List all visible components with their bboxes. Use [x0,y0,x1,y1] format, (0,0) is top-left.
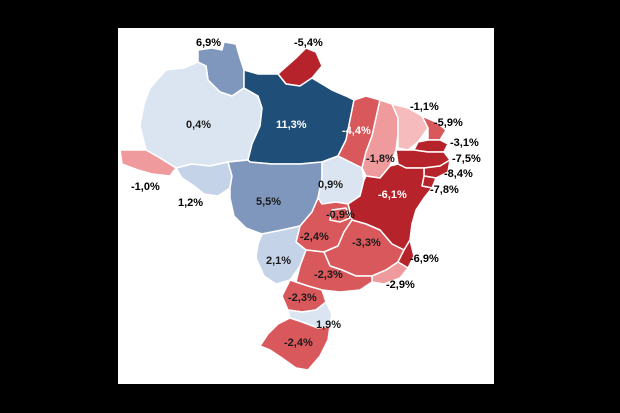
label-minas-gerais: -3,3% [352,237,381,249]
label-sergipe: -7,8% [430,184,459,196]
label-alagoas: -8,4% [444,168,473,180]
region-mato-grosso-do-sul [255,225,307,285]
label-parana: -2,3% [288,292,317,304]
label-santa-catarina: 1,9% [316,319,341,331]
region-distrito-federal [329,207,351,223]
label-mato-grosso-do-sul: 2,1% [266,255,291,267]
label-espirito-santo: -6,9% [410,253,439,265]
label-pernambuco: -7,5% [452,153,481,165]
label-rio-grande-do-sul: -2,4% [284,337,313,349]
label-para: 11,3% [276,119,307,131]
label-tocantins: 0,9% [318,179,343,191]
label-rio-grande-do-norte: -5,9% [434,117,463,129]
label-amapa: -5,4% [294,37,323,49]
region-acre [119,149,177,177]
label-sao-paulo: -2,3% [314,269,343,281]
label-maranhao: -4,4% [342,125,371,137]
label-roraima: 6,9% [196,37,221,49]
label-amazonas: 0,4% [186,119,211,131]
label-piaui: -1,8% [366,153,395,165]
label-rio-de-janeiro: -2,9% [386,279,415,291]
label-paraiba: -3,1% [450,137,479,149]
region-rio-grande-do-sul [259,317,331,371]
label-bahia: -6,1% [378,189,407,201]
region-ceara [391,103,429,151]
label-goias: -2,4% [300,231,329,243]
region-bahia [347,163,433,251]
region-rondonia [175,161,233,197]
label-distrito-federal: -0,9% [326,209,355,221]
label-ceara: -1,1% [410,101,439,113]
label-rondonia: 1,2% [178,197,203,209]
region-espirito-santo [397,239,415,269]
region-rio-de-janeiro [371,261,409,285]
label-acre: -1,0% [131,181,160,193]
label-mato-grosso: 5,5% [256,196,281,208]
